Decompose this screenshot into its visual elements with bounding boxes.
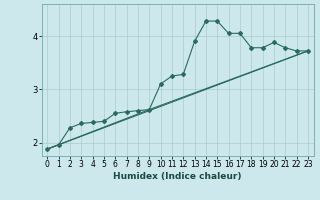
X-axis label: Humidex (Indice chaleur): Humidex (Indice chaleur) [113, 172, 242, 181]
